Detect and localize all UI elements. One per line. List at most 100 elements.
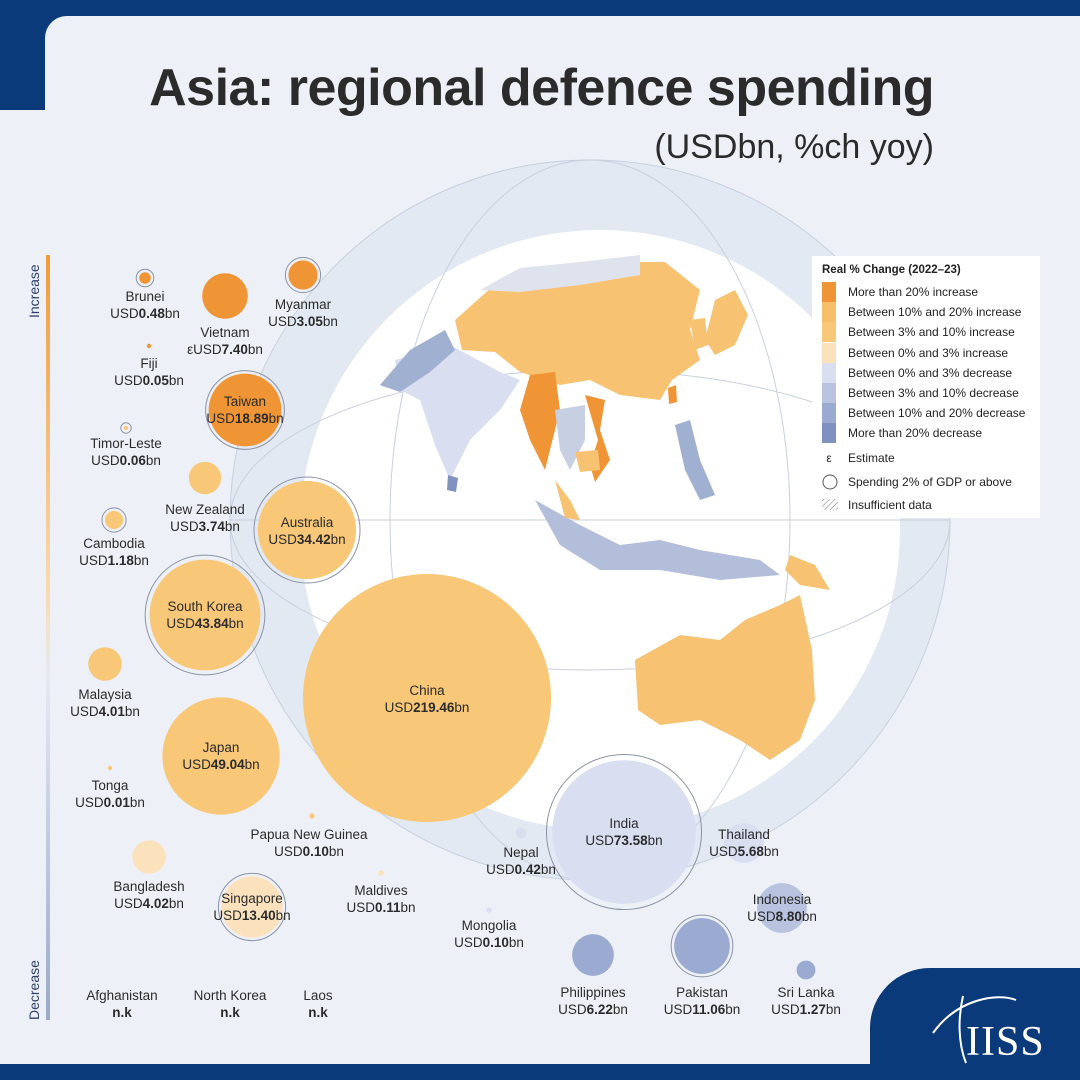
unit-suffix: bn xyxy=(224,519,240,534)
legend-item: Between 0% and 3% decrease xyxy=(822,362,1013,383)
spending-value: 4.01 xyxy=(98,704,125,719)
unit-suffix: bn xyxy=(763,844,779,859)
country-name: Laos xyxy=(303,988,333,1003)
bubble-papua-new-guinea xyxy=(309,813,315,819)
bubble-south-korea xyxy=(149,559,261,671)
increase-decrease-axis xyxy=(46,255,50,1020)
country-name: Indonesia xyxy=(752,892,812,907)
country-name: Thailand xyxy=(718,827,770,842)
spending-value: 1.18 xyxy=(107,553,134,568)
currency-prefix: USD xyxy=(193,342,222,357)
country-name: Taiwan xyxy=(223,394,267,409)
currency-prefix: USD xyxy=(206,411,235,426)
bubble-label-singapore: Singapore USD13.40bn xyxy=(213,890,290,924)
land-cambodia xyxy=(575,450,600,472)
legend-item: Between 3% and 10% decrease xyxy=(822,383,1019,403)
bubble-ring-south-korea xyxy=(144,554,266,676)
land-korea xyxy=(690,318,708,350)
bubble-label-pakistan: Pakistan USD11.06bn xyxy=(664,984,741,1018)
bubble-tonga xyxy=(107,765,113,771)
legend-swatch xyxy=(822,302,836,323)
currency-prefix: USD xyxy=(70,704,99,719)
not-known-value: n.k xyxy=(112,1005,132,1020)
currency-prefix: USD xyxy=(79,553,108,568)
footer-logo-block xyxy=(870,968,1080,1080)
legend-label: Between 0% and 3% increase xyxy=(848,345,1009,360)
bubble-philippines xyxy=(572,934,614,976)
bubble-ring-cambodia xyxy=(101,507,127,533)
legend-swatch xyxy=(822,322,836,343)
unit-suffix: bn xyxy=(647,833,663,848)
iiss-logo-icon xyxy=(932,995,1017,1064)
legend-label: Between 10% and 20% increase xyxy=(848,305,1022,320)
bubble-fiji xyxy=(146,343,152,349)
bubble-label-philippines: Philippines USD6.22bn xyxy=(558,984,628,1018)
spending-value: 43.84 xyxy=(194,616,229,631)
country-name: North Korea xyxy=(193,988,267,1003)
bubble-mongolia xyxy=(486,907,492,913)
bubble-ring-timor-leste xyxy=(120,422,132,434)
land-indonesia xyxy=(535,500,780,580)
bubble-sri-lanka xyxy=(796,960,816,980)
legend-swatch xyxy=(822,423,836,444)
land-india xyxy=(395,345,520,480)
bubble-new-zealand xyxy=(188,461,222,495)
unit-suffix: bn xyxy=(825,1002,841,1017)
bubble-label-new-zealand: New Zealand USD3.74bn xyxy=(165,501,245,535)
currency-prefix: USD xyxy=(747,909,776,924)
country-name: Japan xyxy=(202,740,240,755)
country-name: Maldives xyxy=(354,883,408,898)
bubble-label-thailand: Thailand USD5.68bn xyxy=(709,826,779,860)
country-name: Cambodia xyxy=(83,536,145,551)
spending-value: 1.27 xyxy=(799,1002,826,1017)
country-name: Vietnam xyxy=(200,325,250,340)
unit-suffix: bn xyxy=(124,704,140,719)
country-name: Bangladesh xyxy=(113,879,185,894)
legend-item: More than 20% decrease xyxy=(822,423,982,444)
unit-suffix: bn xyxy=(228,616,244,631)
bubble-label-fiji: Fiji USD0.05bn xyxy=(114,355,184,389)
unit-suffix: bn xyxy=(129,795,145,810)
currency-prefix: USD xyxy=(170,519,199,534)
currency-prefix: USD xyxy=(771,1002,800,1017)
unit-suffix: bn xyxy=(612,1002,628,1017)
land-pakistan xyxy=(380,330,455,392)
bubble-bangladesh xyxy=(132,840,166,874)
spending-value: 3.05 xyxy=(296,314,323,329)
country-name: Tonga xyxy=(91,778,129,793)
legend-symbol-estimate: ε Estimate xyxy=(822,448,894,468)
country-name: New Zealand xyxy=(165,502,245,517)
land-mongolia xyxy=(480,255,640,292)
currency-prefix: USD xyxy=(110,306,139,321)
legend-item: Between 10% and 20% decrease xyxy=(822,403,1025,424)
bubble-taiwan xyxy=(208,373,282,447)
spending-value: 34.42 xyxy=(296,532,331,547)
bubble-label-vietnam: Vietnam εUSD7.40bn xyxy=(187,324,263,358)
bubble-malaysia xyxy=(88,647,122,681)
bubble-label-sri-lanka: Sri Lanka USD1.27bn xyxy=(771,984,841,1018)
bubble-ring-india xyxy=(545,753,703,911)
country-name: India xyxy=(609,816,639,831)
country-name: Nepal xyxy=(503,845,539,860)
bubble-ring-pakistan xyxy=(670,914,734,978)
bubble-label-bangladesh: Bangladesh USD4.02bn xyxy=(113,878,184,912)
unit-suffix: bn xyxy=(540,862,556,877)
unit-suffix: bn xyxy=(322,314,338,329)
legend-label: More than 20% increase xyxy=(848,285,979,299)
legend-label: Between 0% and 3% decrease xyxy=(848,365,1013,380)
legend-symbol-label: Insufficient data xyxy=(848,498,932,512)
spending-value: 73.58 xyxy=(613,833,648,848)
bubble-label-myanmar: Myanmar USD3.05bn xyxy=(268,296,338,330)
legend-swatch xyxy=(822,282,836,302)
spending-value: 0.42 xyxy=(514,862,541,877)
country-name: Fiji xyxy=(140,356,158,371)
currency-prefix: USD xyxy=(454,935,483,950)
bubble-india xyxy=(552,760,696,904)
unit-suffix: bn xyxy=(400,900,416,915)
currency-prefix: USD xyxy=(213,908,242,923)
country-name: Afghanistan xyxy=(86,988,158,1003)
currency-prefix: USD xyxy=(663,1002,693,1017)
bubble-japan xyxy=(162,697,280,815)
land-png xyxy=(785,555,830,590)
spending-value: 0.11 xyxy=(374,900,401,915)
